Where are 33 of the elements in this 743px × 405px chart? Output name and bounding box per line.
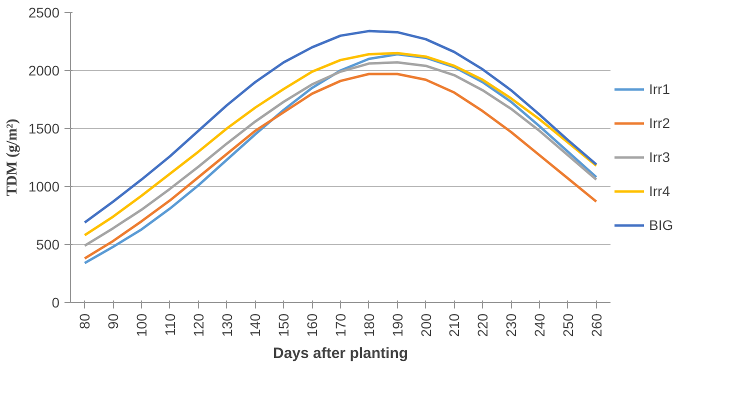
x-tick-label: 190 xyxy=(389,313,406,337)
x-tick-label: 110 xyxy=(162,313,178,336)
x-tick-label: 180 xyxy=(360,313,377,337)
legend-label: Irr2 xyxy=(649,115,670,131)
legend-label: Irr4 xyxy=(649,183,670,199)
legend-label: BIG xyxy=(649,217,674,233)
y-tick-label: 2500 xyxy=(28,4,60,20)
x-tick-label: 230 xyxy=(503,313,520,337)
x-tick-label: 160 xyxy=(304,313,320,337)
x-tick-label: 100 xyxy=(134,313,150,337)
line-series xyxy=(83,30,598,224)
x-tick-label: 260 xyxy=(588,313,604,337)
x-tick-label: 240 xyxy=(531,313,548,337)
x-tick-label: 210 xyxy=(446,313,462,337)
x-tick-label: 130 xyxy=(218,313,235,337)
x-tick-label: 200 xyxy=(418,313,434,337)
y-tick-label: 0 xyxy=(52,294,60,310)
y-tick-label: 1500 xyxy=(28,120,60,136)
y-tick-label: 500 xyxy=(36,236,60,252)
x-tick-label: 220 xyxy=(474,313,491,337)
x-tick-label: 150 xyxy=(276,313,292,337)
legend-label: Irr3 xyxy=(649,149,670,165)
x-tick-label: 170 xyxy=(332,313,348,337)
legend-label: Irr1 xyxy=(649,81,670,97)
x-tick-label: 140 xyxy=(247,313,264,337)
y-tick-label: 2000 xyxy=(28,62,60,78)
x-tick-label: 80 xyxy=(76,313,93,330)
y-tick-label: 1000 xyxy=(28,178,60,194)
x-tick-label: 250 xyxy=(560,313,576,337)
x-tick-label: 120 xyxy=(190,313,206,337)
x-tick-label: 90 xyxy=(105,313,122,330)
y-axis-title: TDM (g/m²) xyxy=(4,118,20,196)
x-axis-title: Days after planting xyxy=(272,344,408,362)
